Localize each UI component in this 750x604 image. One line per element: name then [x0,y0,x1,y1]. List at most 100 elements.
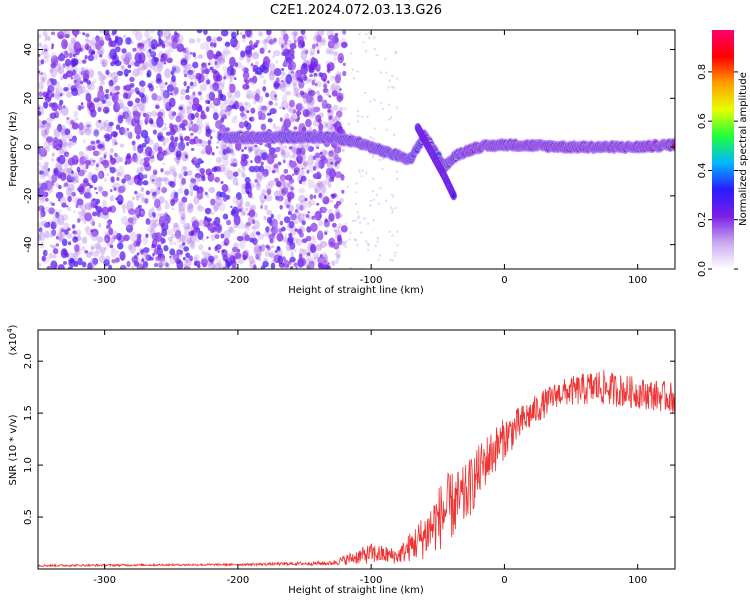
heatmap-noise-cell [218,164,226,173]
heatmap-noise-cell [136,42,143,49]
heatmap-noise-cell [135,31,143,42]
heatmap-noise-cell [241,211,246,216]
heatmap-noise-cell [286,51,293,61]
heatmap-noise-cell [253,149,259,155]
heatmap-noise-cell [188,122,194,131]
heatmap-noise-cell [171,40,178,49]
heatmap-noise-cell [260,265,266,269]
heatmap-noise-cell [109,165,113,169]
snr-line-group [38,369,675,568]
heatmap-noise-cell [116,232,122,241]
heatmap-noise-cell [43,52,50,59]
heatmap-noise-cell [183,261,192,269]
heatmap-noise-cell [299,247,304,253]
heatmap-noise-cell [222,50,229,58]
heatmap-noise-cell [163,137,170,143]
heatmap-noise-cell [253,165,261,173]
heatmap-noise-cell [204,122,210,128]
heatmap-noise-cell [56,138,63,145]
heatmap-noise-cell [295,69,303,81]
heatmap-noise-cell [97,36,105,46]
snr-x-tick-label: 0 [501,575,507,586]
heatmap-noise-cell [120,235,125,240]
heatmap-noise-cell [157,96,163,102]
heatmap-noise-cell [121,54,129,64]
heatmap-noise-cell [38,227,43,233]
heatmap-noise-cell [122,105,130,116]
heatmap-noise-cell [105,88,110,94]
heatmap-noise-cell [249,237,254,243]
heatmap-noise-cell [323,80,327,85]
heatmap-noise-cell [367,244,370,247]
heatmap-noise-cell [280,178,286,185]
heatmap-noise-cell [109,167,113,170]
heatmap-noise-cell [316,49,320,54]
heatmap-noise-cell [82,177,89,187]
heatmap-noise-cell [347,122,350,126]
heatmap-noise-cell [357,215,360,218]
heatmap-noise-cell [222,196,228,202]
heatmap-noise-cell [86,124,91,128]
heatmap-noise-cell [317,63,322,67]
heatmap-noise-cell [88,231,93,238]
heatmap-noise-cell [273,68,282,77]
heatmap-noise-cell [178,34,184,43]
heatmap-noise-cell [150,30,155,34]
heatmap-noise-cell [109,91,113,96]
heatmap-noise-cell [206,79,211,85]
heatmap-noise-cell [229,77,233,83]
heatmap-noise-cell [95,244,102,254]
heatmap-noise-cell [110,88,116,94]
heatmap-noise-cell [372,177,375,180]
heatmap-noise-cell [322,100,326,104]
heatmap-noise-cell [245,30,252,38]
heatmap-noise-cell [221,265,226,269]
heatmap-noise-cell [164,68,172,79]
heatmap-noise-cell [305,214,310,219]
heatmap-noise-cell [86,39,94,47]
heatmap-noise-cell [255,88,261,96]
heatmap-noise-cell [47,138,54,146]
heatmap-noise-cell [155,112,158,117]
heatmap-noise-cell [289,241,296,250]
heatmap-noise-cell [80,203,87,212]
heatmap-noise-cell [50,55,59,67]
heatmap-noise-cell [312,155,317,160]
heatmap-noise-cell [315,243,323,251]
heatmap-noise-cell [258,247,265,253]
heatmap-noise-cell [387,103,391,106]
heatmap-noise-cell [244,101,248,106]
heatmap-noise-cell [48,207,56,215]
heatmap-noise-cell [224,109,228,113]
heatmap-noise-cell [325,174,330,179]
heatmap-noise-cell [142,261,149,269]
heatmap-noise-cell [67,172,74,182]
heatmap-noise-cell [319,151,323,156]
heatmap-noise-cell [220,122,224,127]
heatmap-noise-cell [49,112,57,120]
heatmap-noise-cell [138,208,145,218]
heatmap-noise-cell [324,218,328,223]
heatmap-noise-cell [57,139,63,148]
heatmap-noise-cell [116,99,124,110]
heatmap-noise-cell [331,194,336,199]
heatmap-noise-cell [77,218,81,223]
heatmap-noise-cell [44,127,50,136]
heatmap-noise-cell [153,247,159,255]
heatmap-noise-cell [250,160,253,164]
heatmap-noise-cell [272,50,281,57]
heatmap-noise-cell [47,80,51,84]
heatmap-noise-cell [314,182,322,194]
heatmap-noise-cell [151,191,157,197]
heatmap-noise-cell [325,167,332,176]
heatmap-noise-cell [121,215,129,225]
heatmap-noise-cell [40,59,45,65]
heatmap-noise-cell [303,79,310,85]
heatmap-noise-cell [337,234,342,242]
heatmap-noise-cell [242,173,246,177]
heatmap-noise-cell [85,187,90,194]
heatmap-noise-cell [290,251,294,257]
heatmap-noise-cell [274,97,278,102]
heatmap-noise-cell [260,244,266,252]
heatmap-noise-cell [313,72,318,77]
